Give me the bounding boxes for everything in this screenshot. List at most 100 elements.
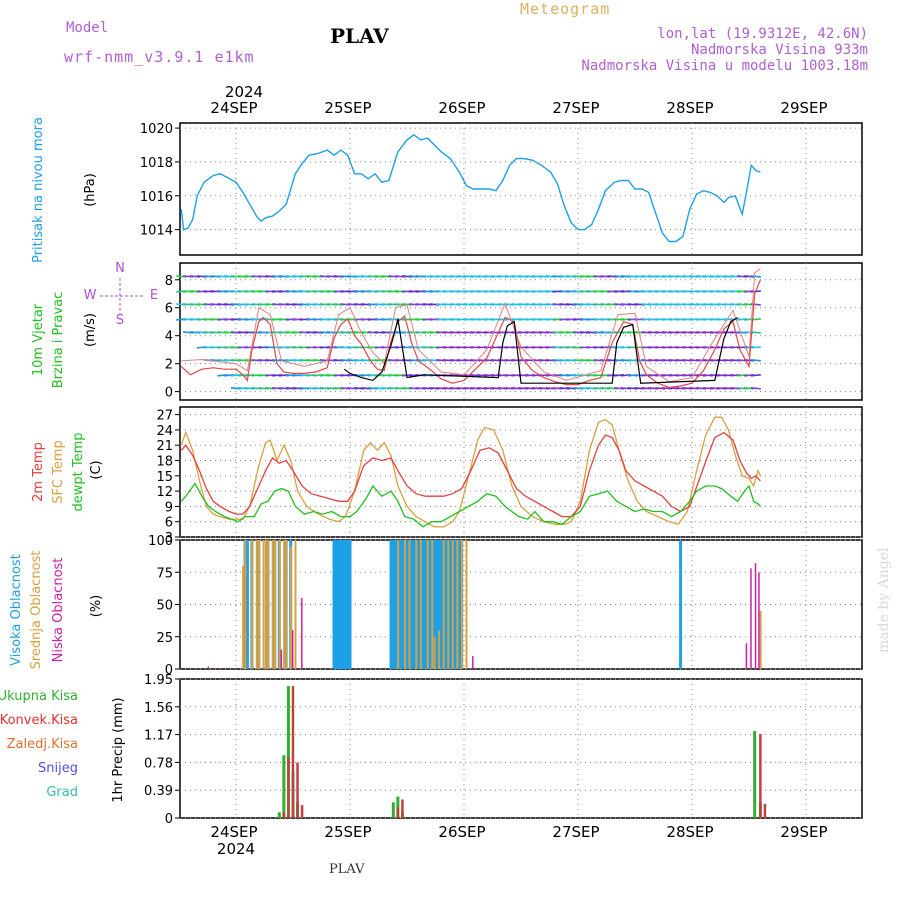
precip-conv-bar: [291, 686, 295, 818]
cloud-mid-bar: [759, 610, 762, 669]
cloud-low-title: Niska Oblacnost: [51, 558, 66, 663]
date-top-label: 27SEP: [552, 99, 599, 117]
precip-conv-bar: [763, 803, 767, 818]
wind-barb: [750, 331, 761, 334]
precip-conv-bar: [396, 807, 400, 818]
cloud-mid-bar: [244, 540, 247, 669]
date-top-label: 25SEP: [324, 99, 371, 117]
cloud-high-bar: [416, 540, 420, 669]
precip-ytick-label: 0.78: [144, 756, 173, 771]
cloud-high-bar: [435, 540, 439, 669]
cloud-high-bar: [423, 540, 427, 669]
precip-total-bar: [753, 731, 757, 818]
cloud-mid-bar: [403, 540, 406, 669]
wind-title-2: Brzina i Pravac: [51, 292, 66, 389]
wind-barb: [176, 375, 186, 376]
cloud-low-bar: [280, 649, 283, 669]
wind-barb: [750, 346, 761, 349]
date-bottom-label: 25SEP: [324, 823, 371, 841]
cloud-high-bar: [343, 540, 347, 669]
cloud-low-bar: [535, 668, 538, 670]
wind-ytick-label: 0: [165, 386, 173, 401]
cloud-ytick-label: 50: [156, 599, 173, 614]
cloud-mid-bar: [415, 540, 418, 669]
cloud-mid-bar: [397, 540, 400, 669]
cloud-high-bar: [334, 540, 338, 669]
temperature-ytick-label: 18: [156, 455, 173, 470]
cloud-mid-bar: [465, 540, 468, 669]
precip-total-bar: [277, 812, 281, 818]
cloud-mid-bar: [419, 540, 422, 669]
cloud-high-bar: [341, 540, 345, 669]
wind-barb: [176, 388, 186, 389]
meteogram-label: Meteogram: [520, 0, 611, 18]
precip-conv-bar: [287, 757, 290, 818]
wind-frame: [179, 262, 863, 401]
wind-barb: [210, 388, 220, 389]
precip-ytick-label: 1.17: [144, 729, 173, 744]
wind-barb: [176, 347, 186, 348]
cloud-mid-bar: [264, 540, 267, 669]
wind-ytick-label: 6: [165, 302, 173, 317]
temperature-ytick-label: 15: [156, 470, 173, 485]
cloud-low-bar: [754, 563, 757, 669]
wind-barb: [204, 388, 214, 389]
cloud-mid-bar: [408, 540, 411, 669]
cloud-mid-bar: [438, 630, 441, 669]
date-bottom-label: 29SEP: [780, 823, 827, 841]
wind-barb: [183, 347, 193, 348]
wind-barb: [750, 374, 761, 377]
cloud-high-title: Visoka Oblacnost: [9, 554, 24, 666]
date-top-label: 28SEP: [666, 99, 713, 117]
cloud-high-bar: [421, 540, 425, 669]
cloud-high-bar: [346, 540, 350, 669]
precip-conv-bar: [282, 812, 286, 818]
cloud-mid-bar: [262, 540, 265, 669]
altitude-label: Nadmorska Visina 933m: [690, 42, 868, 58]
cloud-low-bar: [291, 630, 294, 669]
precip-legend-4: Grad: [46, 785, 78, 800]
cloud-mid-title: Srednja Oblacnost: [29, 551, 44, 670]
precip-legend-0: Ukupna Kisa: [0, 689, 78, 704]
cloud-unit: (%): [89, 595, 104, 618]
precip-legend-2: Zaledj.Kisa: [7, 737, 78, 752]
wind-barb: [197, 375, 207, 376]
temperature-ytick-label: 21: [156, 439, 173, 454]
model-label: Model: [66, 20, 109, 36]
precip-ytick-label: 0: [165, 812, 173, 827]
precip-ytick-label: 1.95: [144, 673, 173, 688]
wind-barb: [183, 375, 193, 376]
cloud-mid-bar: [267, 540, 270, 669]
temp-unit: (C): [89, 460, 104, 479]
cloud-high-bar: [400, 540, 404, 669]
cloud-mid-bar: [242, 565, 245, 669]
pressure-title: Pritisak na nivou mora: [31, 117, 46, 263]
compass-s: S: [116, 313, 124, 328]
date-top-label: 29SEP: [780, 99, 827, 117]
temperature-ytick-label: 24: [156, 424, 173, 439]
cloud-high-bar: [679, 540, 683, 669]
temperature-ytick-label: 9: [165, 500, 173, 515]
wind-barb: [183, 388, 193, 389]
cloud-low-bar: [745, 643, 748, 669]
wind-speed-line: [180, 279, 761, 389]
date-top-label: 24SEP: [210, 99, 257, 117]
cloud-high-bar: [448, 540, 452, 669]
cloud-high-bar: [348, 540, 352, 669]
compass-n: N: [115, 261, 125, 276]
pressure-ytick-label: 1020: [140, 122, 173, 137]
station-title: PLAV: [330, 24, 389, 48]
model-name: wrf-nmm_v3.9.1 e1km: [64, 48, 255, 66]
precip-total-bar: [391, 802, 395, 818]
dewpt-line: [180, 482, 761, 528]
precip-unit: 1hr Precip (mm): [111, 697, 126, 802]
cloud-low-bar: [207, 666, 210, 669]
cloud-mid-bar: [431, 540, 434, 669]
wind-barb: [197, 388, 207, 389]
wind-gust-line: [181, 268, 761, 383]
wind-title-1: 10m Vjetar: [31, 303, 46, 376]
wind-barb: [750, 387, 761, 390]
compass-w: W: [84, 288, 97, 303]
temperature-ytick-label: 27: [156, 409, 173, 424]
precip-legend-1: Konvek.Kisa: [0, 713, 78, 728]
